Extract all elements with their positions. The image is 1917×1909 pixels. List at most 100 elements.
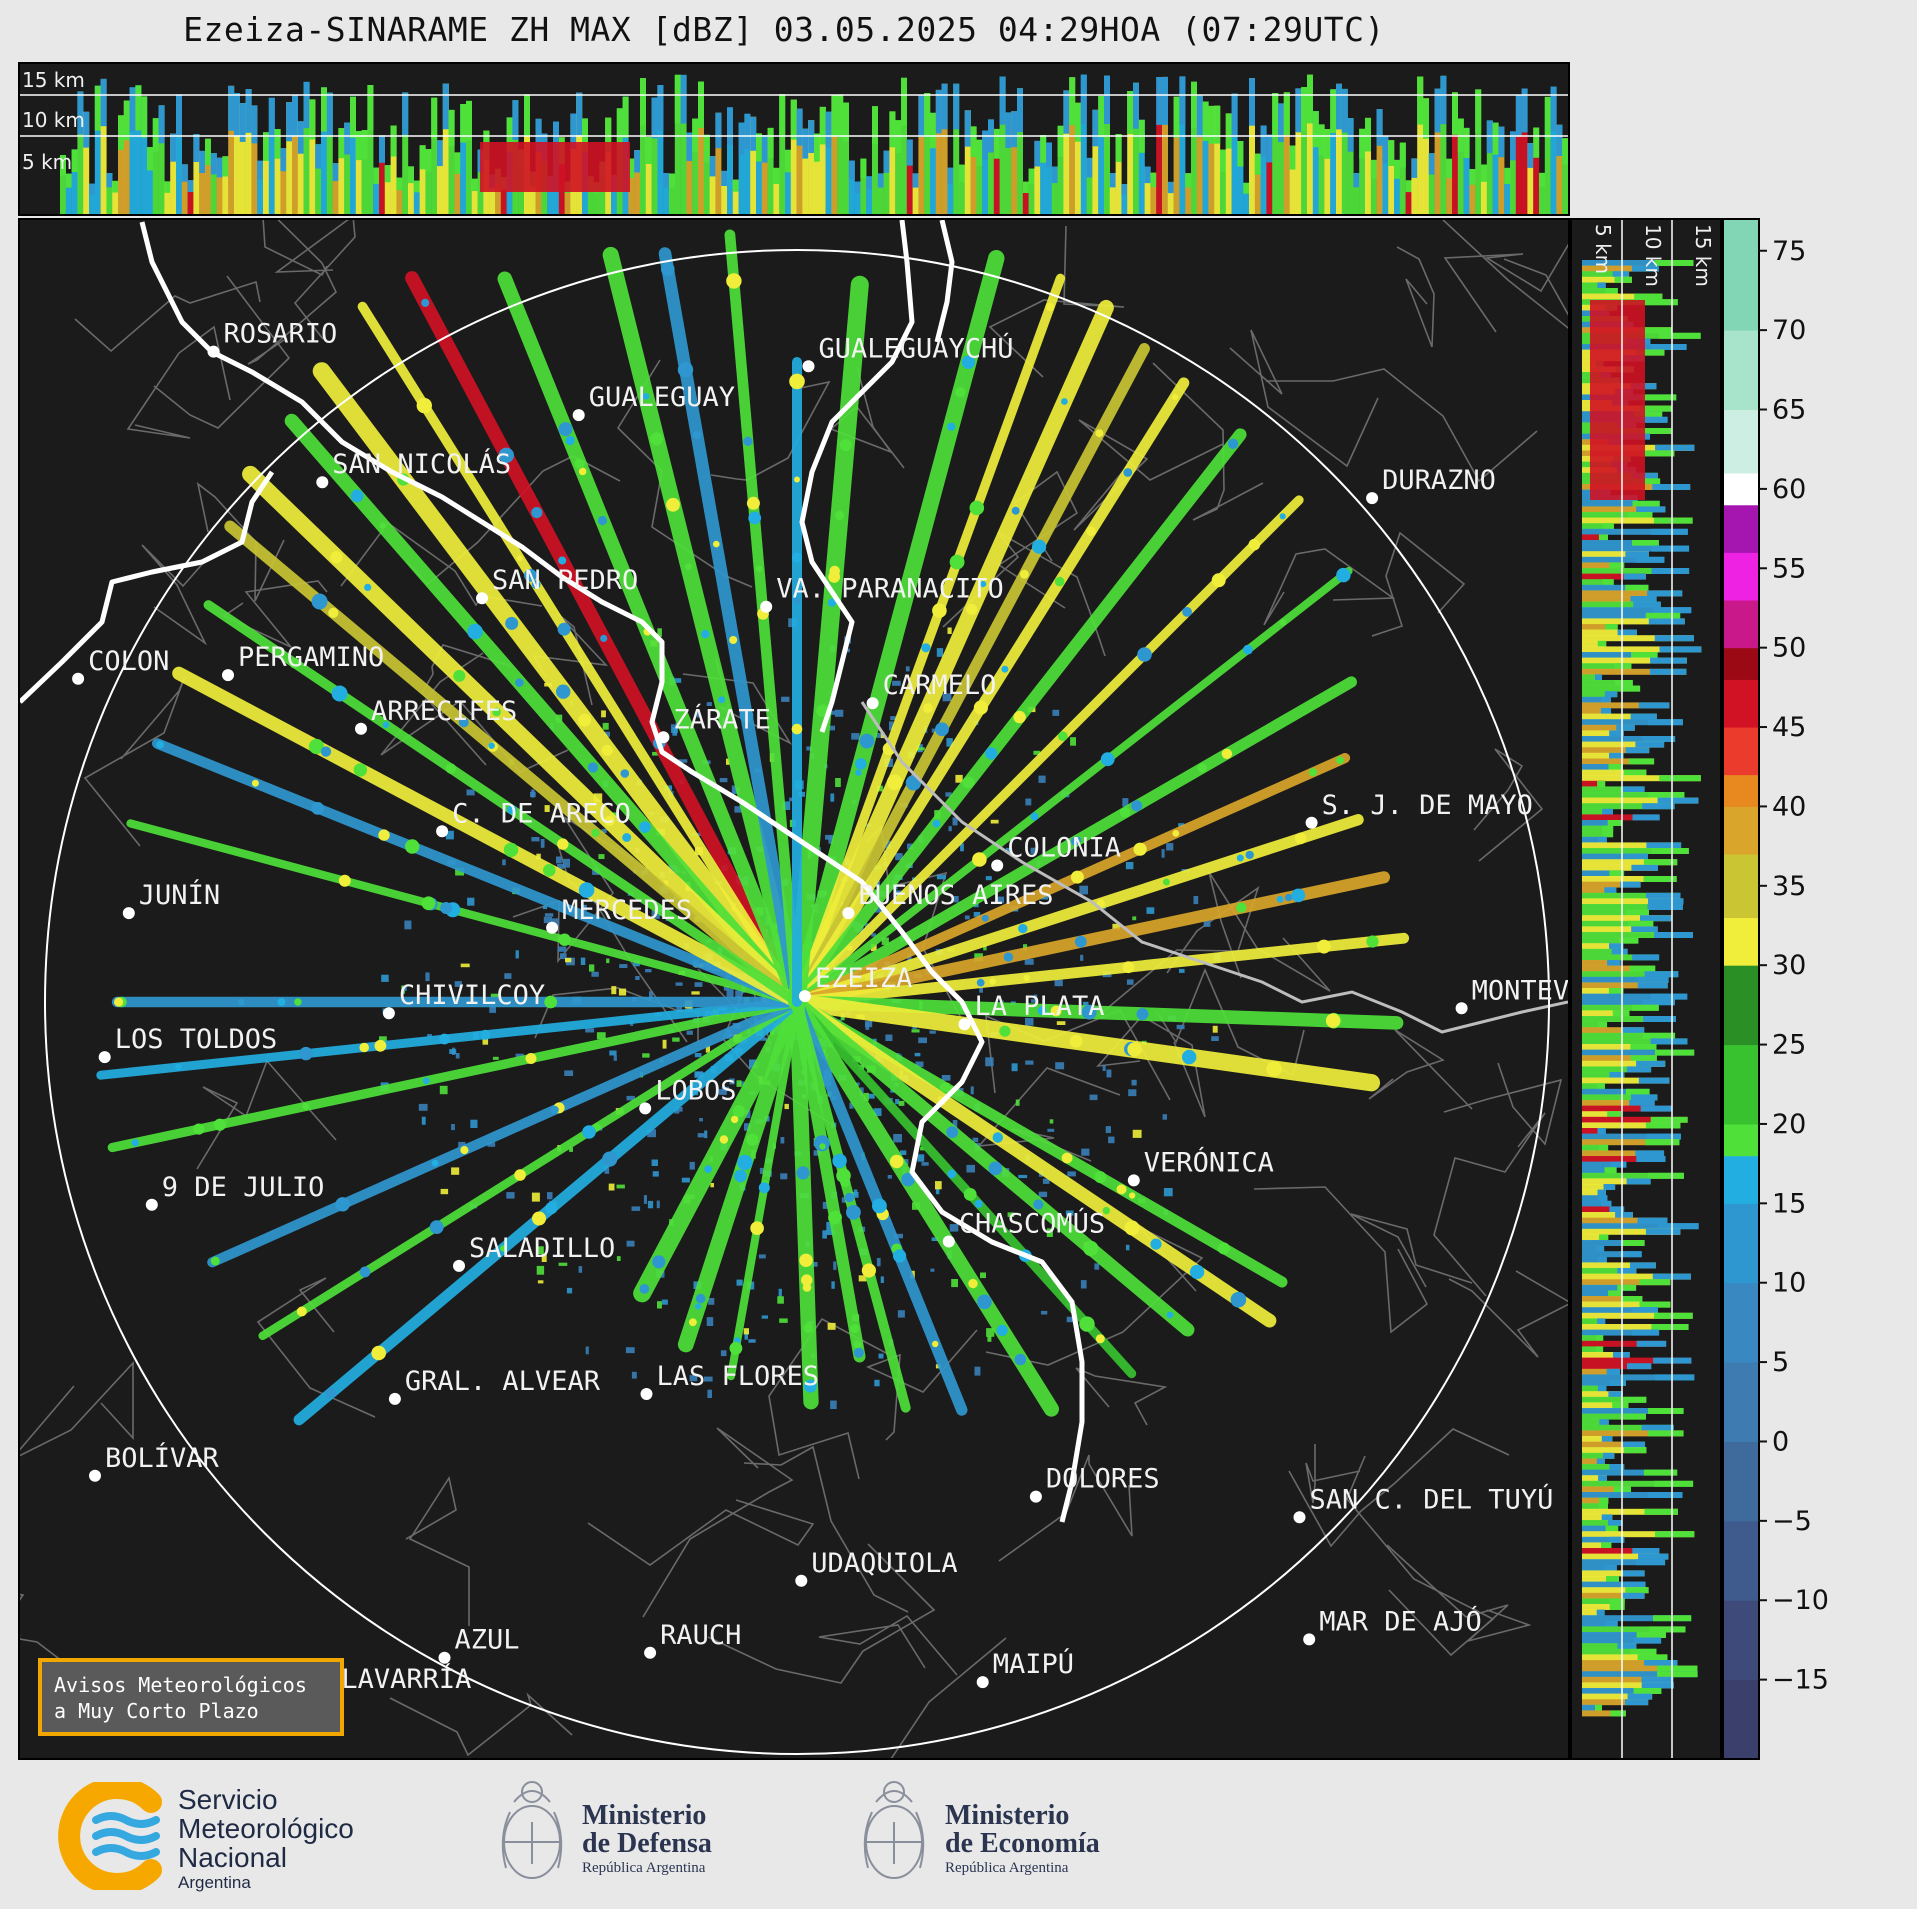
city-marker [1293,1511,1306,1524]
city-label: ROSARIO [224,319,338,350]
colorbar-stop [1723,219,1759,331]
defensa-line-1: Ministerio [582,1800,707,1831]
colorbar-tick-label: 25 [1772,1030,1806,1061]
city-marker [316,476,329,489]
city-markers: ROSARIO GUALEGUAYCHÚ GUALEGUAY SAN NICOLÁS D… [72,319,1568,1703]
city-label: COLONIA [1007,833,1121,864]
colorbar-stop [1723,1123,1759,1157]
colorbar-tick-label: −5 [1772,1506,1812,1537]
city-label: AZUL [455,1625,520,1656]
city-label: RAUCH [660,1620,741,1651]
radar-range-ring [44,249,1550,1755]
avisos-line-1: Avisos Meteorológicos [54,1673,307,1697]
city-marker [388,1392,401,1405]
city-marker [1366,492,1379,505]
city-marker [453,1259,465,1272]
side-cross-section-plot: 5 km 10 km 15 km [1582,220,1715,1758]
colorbar-tick-label: 65 [1772,395,1806,426]
city-label: C. DE ARECO [452,798,631,829]
city-label: GUALEGUAYCHÚ [819,332,1014,364]
economia-logo-text: Ministerio de Economía República Argenti… [945,1802,1100,1878]
colorbar-stop [1723,1203,1759,1284]
side-height-label-10: 10 km [1641,224,1665,287]
colorbar-tick-label: 50 [1772,633,1806,664]
city-label: PERGAMINO [238,642,384,673]
colorbar-stop [1723,727,1759,776]
city-marker [438,1651,451,1664]
side-height-label-5: 5 km [1591,224,1615,274]
colorbar-tick-label: 30 [1772,950,1806,981]
colorbar-tick-label: 5 [1772,1347,1789,1378]
city-label: GUALEGUAY [589,382,735,413]
smn-logo-text: Servicio Meteorológico Nacional Argentin… [178,1785,354,1894]
colorbar-stop [1723,552,1759,601]
colorbar-stop [1723,806,1759,855]
avisos-badge[interactable]: Avisos Meteorológicos a Muy Corto Plazo [38,1658,344,1736]
radar-map: ROSARIO GUALEGUAYCHÚ GUALEGUAY SAN NICOLÁS D… [20,220,1568,1758]
city-marker [657,731,670,744]
colorbar-tick-label: 70 [1772,315,1806,346]
radar-map-panel: ROSARIO GUALEGUAYCHÚ GUALEGUAY SAN NICOLÁS D… [18,218,1570,1760]
colorbar-stop [1723,330,1759,411]
colorbar-stop [1723,965,1759,1046]
city-label: UDAQUIOLA [811,1548,957,1579]
city-marker [644,1646,657,1659]
top-height-label-15: 15 km [22,68,85,92]
avisos-line-2: a Muy Corto Plazo [54,1699,259,1723]
smn-line-2: Meteorológico [178,1813,354,1844]
smn-line-3: Nacional [178,1842,287,1873]
city-label: BOLÍVAR [105,1442,220,1474]
city-label: LAS FLORES [657,1361,820,1392]
defensa-line-2: de Defensa [582,1828,712,1859]
city-label: OLAVARRÍA [325,1663,471,1695]
colorbar-tick-label: 40 [1772,791,1806,822]
side-height-label-15: 15 km [1691,224,1715,287]
city-marker [958,1018,971,1031]
city-label: ZÁRATE [673,703,771,735]
city-marker [145,1198,158,1211]
side-cross-section-panel: 5 km 10 km 15 km [1570,218,1722,1760]
city-marker [1303,1633,1316,1646]
city-label: SALADILLO [469,1233,615,1264]
colorbar-stop [1723,1600,1759,1681]
colorbar-stop [1723,1044,1759,1125]
city-label: LOBOS [655,1075,736,1106]
colorbar: 75 70 65 60 55 50 45 40 35 30 25 20 15 10 5 0 −5 −10 −15 [1722,218,1917,1760]
colorbar-stop [1723,1441,1759,1522]
city-marker [942,1235,955,1248]
city-label: GRAL. ALVEAR [405,1366,601,1397]
city-marker [842,907,855,920]
city-marker [976,1676,989,1689]
city-label: DURAZNO [1382,465,1496,496]
colorbar-stop [1723,1679,1759,1760]
coastline [20,220,1568,1523]
colorbar-stop [1723,504,1759,553]
city-label: JUNÍN [139,879,220,911]
city-label: ARRECIFES [371,696,517,727]
smn-logo-icon [58,1782,162,1890]
city-label: LOS TOLDOS [115,1024,278,1055]
footer [0,1760,1917,1909]
colorbar-tick-label: 60 [1772,474,1806,505]
city-label: MERCEDES [562,895,692,926]
city-label: SAN PEDRO [492,565,638,596]
city-marker [222,669,234,682]
defensa-logo-text: Ministerio de Defensa República Argentin… [582,1802,712,1878]
colorbar-stop [1723,647,1759,680]
colorbar-tick-label: 45 [1772,712,1806,743]
city-label: S. J. DE MAYO [1322,790,1533,821]
city-marker [639,1102,652,1115]
city-marker [795,1574,808,1587]
city-marker [72,672,85,685]
city-label: VERÓNICA [1144,1146,1274,1178]
city-marker [1455,1002,1468,1015]
city-marker [89,1469,101,1482]
coat-of-arms-icon [501,1781,563,1879]
top-height-label-5: 5 km [22,150,72,174]
city-marker [1305,816,1318,829]
colorbar-stop [1723,774,1759,807]
colorbar-stop [1723,917,1759,966]
city-label: EZEIZA [815,963,913,994]
city-marker [798,990,811,1003]
